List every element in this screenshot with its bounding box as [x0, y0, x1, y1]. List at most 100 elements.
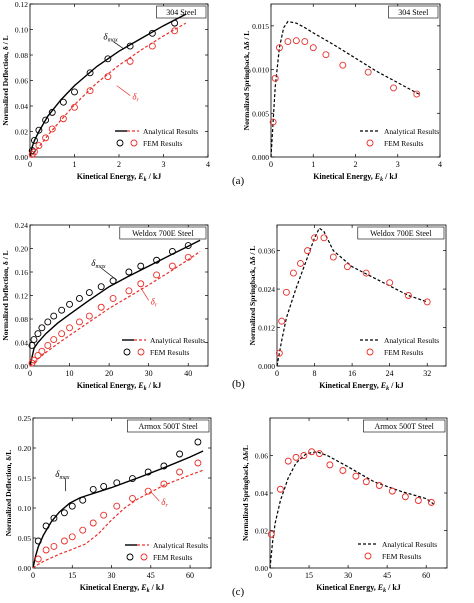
- chart-panel-b-left: 0 10 20 30 40 0.00 0.04 0.08 0.12 0.16 0.20 0.24 Kin…: [1, 221, 209, 392]
- y-tick-label: 0.00: [15, 362, 28, 371]
- annotation-leader: [150, 491, 160, 502]
- legend-marker-fem-red: [137, 348, 145, 356]
- fem-point: [271, 74, 279, 82]
- legend-label-fem: FEM Results: [143, 139, 182, 148]
- fem-point: [427, 498, 435, 506]
- plot-frame: [32, 417, 212, 569]
- fem-point: [109, 294, 117, 302]
- annotation-label: δr: [132, 92, 139, 104]
- legend: Analytical Results FEM Results: [360, 127, 439, 148]
- fem-point: [171, 19, 179, 27]
- y-tick-label: 0.024: [258, 285, 275, 294]
- fem-point: [194, 438, 202, 446]
- y-tick-label: 0.08: [15, 315, 28, 324]
- y-tick-label: 0.15: [18, 474, 31, 483]
- fem-point: [276, 485, 284, 493]
- fem-point: [42, 116, 50, 124]
- y-tick-label: 0.05: [18, 534, 31, 543]
- y-tick-label: 0.10: [15, 26, 28, 35]
- fem-point: [414, 497, 422, 504]
- analytical-line: [276, 227, 428, 367]
- fem-point: [386, 279, 394, 287]
- fem-point: [66, 324, 74, 332]
- x-tick-label: 0: [28, 369, 32, 378]
- fem-point: [390, 84, 397, 92]
- analytical-line: [32, 450, 204, 569]
- y-tick-label: 0.000: [258, 362, 275, 371]
- x-tick-label: 10: [66, 369, 74, 378]
- fem-point: [125, 287, 133, 295]
- x-tick-label: 45: [383, 571, 391, 580]
- y-axis-label: Normalized Springback, Δδ/L: [241, 445, 250, 541]
- fem-point: [308, 448, 316, 456]
- legend-label-analytical: Analytical Results: [384, 336, 439, 345]
- fem-point: [362, 478, 370, 486]
- fem-point: [104, 73, 112, 81]
- fem-point: [352, 472, 360, 480]
- row-caption-b: (b): [232, 378, 245, 390]
- fem-point: [86, 87, 94, 95]
- material-tag-box: [388, 5, 439, 19]
- fem-point: [184, 242, 192, 250]
- fem-point: [35, 142, 43, 149]
- fem-point: [34, 351, 42, 359]
- fem-point: [34, 330, 42, 338]
- y-axis-label: Normalized Springback, Δδ / L: [242, 31, 251, 131]
- fem-point: [292, 453, 300, 461]
- fem-point: [60, 537, 68, 545]
- fem-point: [75, 318, 83, 326]
- y-tick-label: 0.10: [18, 504, 31, 513]
- analytical-line: [29, 250, 201, 367]
- fem-point: [148, 42, 156, 50]
- fem-point: [269, 118, 277, 126]
- fem-point: [343, 263, 351, 271]
- fem-point: [276, 44, 283, 52]
- x-axis-label: Kinetical Energy, Ek / kJ: [316, 583, 401, 594]
- x-tick-label: 60: [186, 571, 194, 580]
- fem-point: [44, 318, 52, 326]
- y-tick-label: 0.06: [255, 452, 268, 461]
- fem-point: [329, 253, 337, 261]
- fem-point: [109, 277, 117, 285]
- fem-point: [160, 462, 168, 470]
- y-tick-label: 0.036: [258, 247, 275, 256]
- x-axis-label: Kinetical Energy, Ek / kJ: [80, 583, 165, 594]
- x-axis-label: Kinetical Energy, Ek / kJ: [77, 172, 162, 183]
- material-tag-box: [357, 226, 445, 240]
- fem-point: [68, 502, 76, 510]
- legend-label-analytical: Analytical Results: [143, 127, 198, 136]
- y-tick-label: 0.015: [252, 22, 269, 31]
- fem-point: [309, 44, 317, 52]
- row-caption-a: (a): [232, 175, 245, 187]
- fem-point: [125, 268, 133, 276]
- material-tag-box: [119, 226, 207, 240]
- x-tick-label: 30: [108, 571, 116, 580]
- chart-panel-a-left: 0 1 2 3 4 0.00 0.02 0.04 0.06 0.08 0.10 0.12 Kinetic…: [1, 0, 210, 183]
- fem-point: [339, 467, 347, 474]
- fem-point: [35, 126, 43, 134]
- fem-point: [71, 88, 78, 96]
- fem-point: [292, 37, 300, 45]
- legend-label-fem: FEM Results: [384, 348, 423, 357]
- legend-label-analytical: Analytical Results: [384, 127, 439, 136]
- legend-marker-fem-black: [126, 553, 134, 561]
- fem-point: [171, 27, 179, 35]
- y-tick-label: 0.25: [18, 414, 31, 423]
- fem-point: [278, 317, 286, 325]
- y-tick-label: 0.06: [15, 77, 28, 86]
- annotation-leader: [101, 267, 118, 281]
- fem-point: [38, 347, 46, 355]
- y-tick-label: 0.12: [15, 0, 28, 9]
- material-tag: Armox 500T Steel: [138, 422, 198, 431]
- fem-point: [388, 487, 396, 495]
- fem-point: [42, 546, 50, 554]
- legend-marker-fem: [366, 139, 374, 147]
- x-tick-label: 16: [348, 369, 356, 378]
- annotation-label: δmax: [91, 258, 106, 270]
- legend-label-analytical: Analytical Results: [150, 336, 205, 345]
- fem-point: [129, 494, 136, 502]
- fem-point: [176, 450, 184, 458]
- fem-point: [38, 324, 46, 332]
- x-tick-label: 1: [73, 160, 77, 169]
